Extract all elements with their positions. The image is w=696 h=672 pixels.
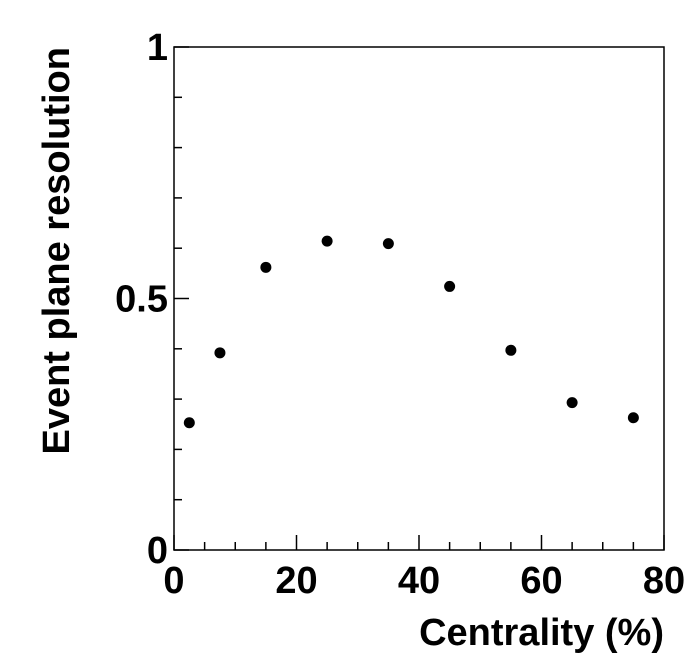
y-axis-tick-labels: 00.51 (115, 27, 168, 572)
data-point (214, 347, 226, 359)
y-axis-ticks (174, 46, 189, 551)
x-tick-label: 0 (163, 560, 184, 602)
y-tick-label: 0 (147, 530, 168, 572)
data-point (382, 238, 394, 250)
data-point (183, 417, 195, 429)
data-point (444, 280, 456, 292)
y-axis-title: Event plane resolution (36, 47, 78, 455)
x-axis-title: Centrality (%) (419, 612, 664, 654)
y-tick-label: 0.5 (115, 279, 168, 321)
x-axis-tick-labels: 0 20 40 60 80 (163, 560, 685, 602)
data-point (321, 235, 333, 247)
x-axis-ticks (173, 535, 665, 550)
x-tick-label: 60 (520, 560, 562, 602)
y-tick-label: 1 (147, 27, 168, 69)
data-points (183, 235, 639, 429)
data-point (505, 344, 517, 356)
plot-frame (173, 46, 665, 551)
x-tick-label: 40 (398, 560, 440, 602)
data-point (260, 261, 272, 273)
data-point (627, 412, 639, 424)
data-point (566, 397, 578, 409)
x-tick-label: 80 (643, 560, 685, 602)
x-tick-label: 20 (275, 560, 317, 602)
